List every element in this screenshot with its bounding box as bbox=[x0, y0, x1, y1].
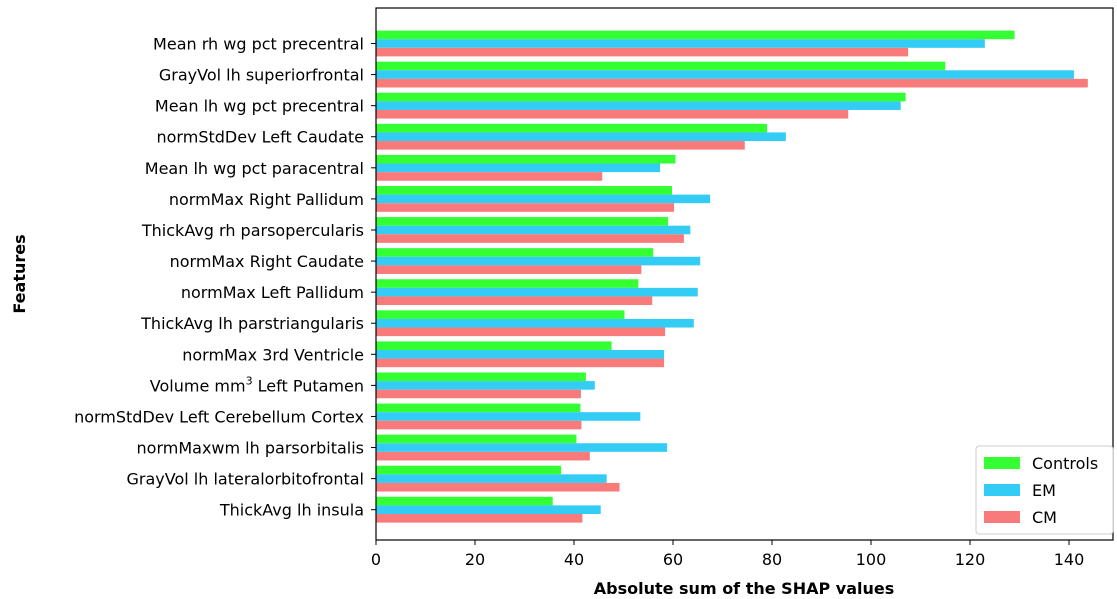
bar-cm-2 bbox=[376, 109, 849, 119]
bar-em-3 bbox=[376, 132, 786, 142]
bar-em-15 bbox=[376, 505, 601, 514]
x-tick-label: 140 bbox=[1054, 550, 1085, 569]
bar-controls-6 bbox=[376, 217, 669, 226]
bar-controls-4 bbox=[376, 154, 676, 164]
x-tick-label: 80 bbox=[762, 550, 782, 569]
bar-em-4 bbox=[376, 163, 661, 173]
bar-em-1 bbox=[376, 70, 1074, 79]
bar-cm-12 bbox=[376, 420, 582, 430]
bar-controls-0 bbox=[376, 30, 1015, 40]
y-tick-label: normStdDev Left Cerebellum Cortex bbox=[74, 407, 364, 426]
bar-cm-1 bbox=[376, 78, 1088, 88]
bar-controls-14 bbox=[376, 465, 562, 475]
bar-controls-5 bbox=[376, 186, 673, 195]
y-tick-label: Mean rh wg pct precentral bbox=[153, 35, 364, 54]
bar-controls-11 bbox=[376, 372, 586, 382]
x-axis-title: Absolute sum of the SHAP values bbox=[594, 579, 895, 598]
bar-em-9 bbox=[376, 318, 694, 328]
y-tick-label: normStdDev Left Caudate bbox=[157, 128, 365, 147]
bars-layer bbox=[376, 30, 1088, 523]
x-tick-label: 20 bbox=[465, 550, 485, 569]
bar-cm-10 bbox=[376, 358, 665, 368]
bar-controls-12 bbox=[376, 403, 581, 413]
y-tick-label: normMax Right Pallidum bbox=[169, 190, 364, 209]
x-tick-label: 100 bbox=[856, 550, 887, 569]
bar-controls-15 bbox=[376, 496, 553, 506]
y-tick-label: ThickAvg lh parstriangularis bbox=[140, 314, 364, 333]
bar-cm-15 bbox=[376, 514, 583, 523]
bar-em-6 bbox=[376, 225, 691, 235]
bar-cm-3 bbox=[376, 141, 745, 150]
bar-em-14 bbox=[376, 474, 607, 483]
legend-swatch-controls bbox=[984, 457, 1020, 469]
legend-swatch-em bbox=[984, 484, 1020, 496]
legend-label-cm: CM bbox=[1032, 508, 1057, 527]
y-tick-label: normMax Right Caudate bbox=[170, 252, 364, 271]
x-tick-label: 0 bbox=[371, 550, 381, 569]
bar-em-2 bbox=[376, 101, 901, 110]
bar-em-10 bbox=[376, 350, 665, 359]
y-tick-label: normMaxwm lh parsorbitalis bbox=[137, 439, 364, 458]
y-tick-label: GrayVol lh lateralorbitofrontal bbox=[127, 470, 364, 489]
x-tick-label: 60 bbox=[663, 550, 683, 569]
bar-cm-9 bbox=[376, 327, 666, 337]
bar-em-12 bbox=[376, 412, 641, 421]
y-tick-label: normMax 3rd Ventricle bbox=[182, 345, 364, 364]
y-tick-label: ThickAvg rh parsopercularis bbox=[141, 221, 364, 240]
bar-controls-9 bbox=[376, 310, 625, 319]
legend-swatch-cm bbox=[984, 511, 1020, 523]
y-tick-label: GrayVol lh superiorfrontal bbox=[159, 66, 364, 85]
bar-em-7 bbox=[376, 256, 701, 266]
legend: Controls EM CM bbox=[975, 445, 1114, 535]
bar-cm-6 bbox=[376, 234, 684, 243]
bar-cm-7 bbox=[376, 265, 642, 274]
bar-controls-1 bbox=[376, 61, 946, 71]
x-tick-label: 120 bbox=[955, 550, 986, 569]
bar-cm-5 bbox=[376, 203, 674, 212]
bar-em-8 bbox=[376, 287, 698, 297]
bar-controls-7 bbox=[376, 248, 654, 257]
bar-controls-10 bbox=[376, 341, 612, 350]
bar-cm-13 bbox=[376, 451, 590, 461]
y-tick-label: normMax Left Pallidum bbox=[181, 283, 364, 302]
y-axis-title: Features bbox=[10, 234, 29, 313]
y-tick-label: Volume mm3 Left Putamen bbox=[150, 374, 364, 395]
bar-cm-8 bbox=[376, 296, 653, 306]
y-tick-label: Mean lh wg pct paracentral bbox=[145, 159, 364, 178]
bar-cm-14 bbox=[376, 482, 620, 492]
bar-em-0 bbox=[376, 39, 985, 48]
y-axis: Mean rh wg pct precentral GrayVol lh supe… bbox=[74, 35, 376, 520]
x-axis: 0 20 40 60 80 100 120 140 bbox=[371, 540, 1084, 569]
y-tick-label: ThickAvg lh insula bbox=[219, 501, 364, 520]
bar-cm-11 bbox=[376, 389, 581, 399]
bar-cm-4 bbox=[376, 172, 603, 181]
bar-cm-0 bbox=[376, 47, 909, 57]
y-tick-label: Mean lh wg pct precentral bbox=[155, 97, 364, 116]
x-tick-label: 40 bbox=[564, 550, 584, 569]
plot-frame bbox=[375, 7, 1114, 541]
bar-controls-2 bbox=[376, 92, 906, 102]
bar-controls-3 bbox=[376, 123, 768, 133]
bar-controls-13 bbox=[376, 434, 577, 444]
bar-em-5 bbox=[376, 194, 711, 204]
legend-label-controls: Controls bbox=[1032, 454, 1098, 473]
bar-em-11 bbox=[376, 381, 595, 390]
legend-label-em: EM bbox=[1032, 481, 1056, 500]
bar-em-13 bbox=[376, 443, 668, 452]
bar-controls-8 bbox=[376, 279, 639, 288]
